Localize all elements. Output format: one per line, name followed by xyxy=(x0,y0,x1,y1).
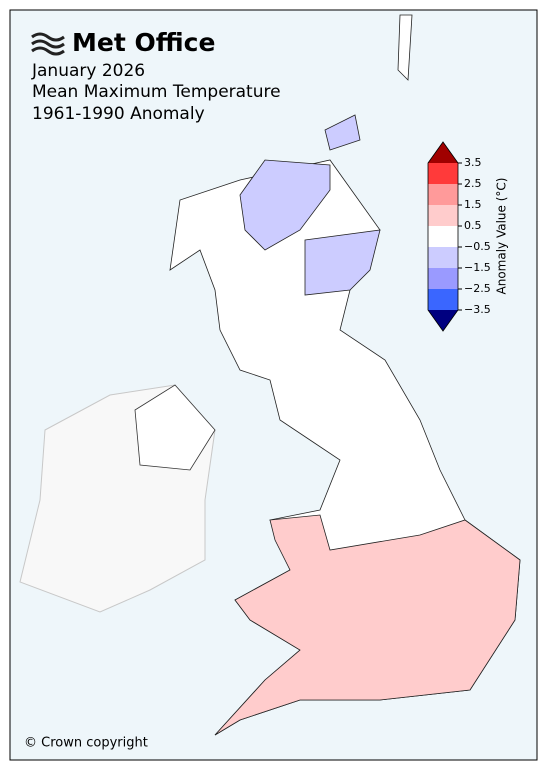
northern-ireland xyxy=(134,384,216,471)
colorbar-segment xyxy=(428,205,458,226)
colorbar-segment xyxy=(428,226,458,247)
colorbar-label: Anomaly Value (°C) xyxy=(495,178,509,295)
title-line: January 2026 xyxy=(31,61,145,81)
title-line: 1961-1990 Anomaly xyxy=(32,104,205,124)
colorbar-tick-label: −0.5 xyxy=(464,240,491,253)
title-line: Mean Maximum Temperature xyxy=(32,82,281,102)
colorbar-tick-label: −3.5 xyxy=(464,303,491,316)
east-scotland xyxy=(304,229,381,296)
colorbar-over xyxy=(428,142,458,163)
north-scotland xyxy=(239,159,331,251)
colorbar-segment xyxy=(428,268,458,289)
logo-text: Met Office xyxy=(72,28,215,57)
logo-icon xyxy=(31,32,65,56)
copyright: © Crown copyright xyxy=(24,736,148,751)
colorbar-tick-label: −2.5 xyxy=(464,282,491,295)
south-region xyxy=(214,514,521,736)
shetland xyxy=(397,14,413,81)
colorbar-tick-label: 2.5 xyxy=(464,177,482,190)
colorbar-segment xyxy=(428,163,458,184)
colorbar-segment xyxy=(428,247,458,268)
colorbar-segment xyxy=(428,184,458,205)
orkney xyxy=(324,114,361,151)
colorbar-tick-label: 3.5 xyxy=(464,156,482,169)
colorbar-segment xyxy=(428,289,458,310)
colorbar-tick-label: 1.5 xyxy=(464,198,482,211)
colorbar-tick-label: 0.5 xyxy=(464,219,482,232)
colorbar-tick-label: −1.5 xyxy=(464,261,491,274)
colorbar-under xyxy=(428,310,458,331)
